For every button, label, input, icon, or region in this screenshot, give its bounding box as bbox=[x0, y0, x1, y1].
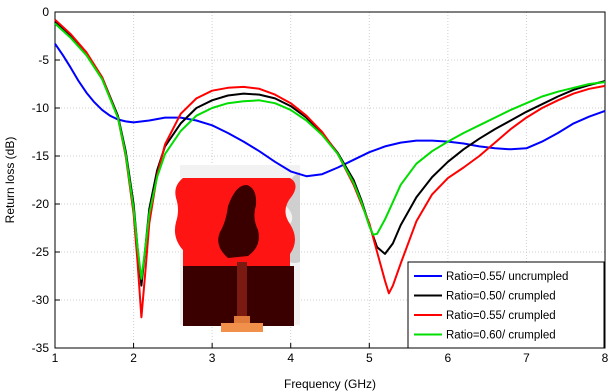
x-tick-label: 6 bbox=[445, 351, 452, 365]
x-tick-label: 7 bbox=[523, 351, 530, 365]
inset-feedline bbox=[237, 262, 247, 322]
series-line-3 bbox=[54, 18, 606, 319]
legend-label: Ratio=0.55/ uncrumpled bbox=[446, 271, 568, 283]
y-tick-label: -35 bbox=[32, 341, 50, 355]
x-tick-label: 3 bbox=[209, 351, 216, 365]
y-tick-label: -15 bbox=[32, 149, 50, 163]
inset-patch bbox=[218, 184, 259, 258]
x-tick-label: 1 bbox=[52, 351, 59, 365]
y-tick-label: -25 bbox=[32, 245, 50, 259]
series-line-4 bbox=[54, 22, 606, 280]
legend: Ratio=0.55/ uncrumpled Ratio=0.50/ crumpl… bbox=[407, 261, 605, 349]
x-tick-label: 5 bbox=[366, 351, 373, 365]
y-tick-label: -20 bbox=[32, 197, 50, 211]
plot-frame bbox=[54, 11, 606, 349]
x-tick-label: 4 bbox=[287, 351, 294, 365]
y-tick-label: 0 bbox=[42, 5, 49, 19]
x-tick-label: 8 bbox=[602, 351, 609, 365]
series-lines bbox=[54, 18, 606, 319]
legend-label: Ratio=0.55/ crumpled bbox=[446, 310, 556, 322]
y-tick-label: -30 bbox=[32, 293, 50, 307]
x-tick-label: 2 bbox=[130, 351, 137, 365]
legend-label: Ratio=0.60/ crumpled bbox=[446, 330, 556, 342]
y-tick-label: -5 bbox=[38, 53, 49, 67]
series-line-1 bbox=[54, 43, 606, 178]
inset-connector-base bbox=[221, 323, 263, 332]
x-axis-label: Frequency (GHz) bbox=[284, 377, 376, 391]
antenna-inset-image bbox=[174, 165, 300, 332]
axis-ticks: 1 2 3 4 5 6 7 8 0 -5 -10 -15 -20 -25 -30 -35 bbox=[32, 5, 609, 365]
y-tick-label: -10 bbox=[32, 101, 50, 115]
legend-label: Ratio=0.50/ crumpled bbox=[446, 291, 556, 303]
y-axis-label: Return loss (dB) bbox=[3, 137, 17, 224]
